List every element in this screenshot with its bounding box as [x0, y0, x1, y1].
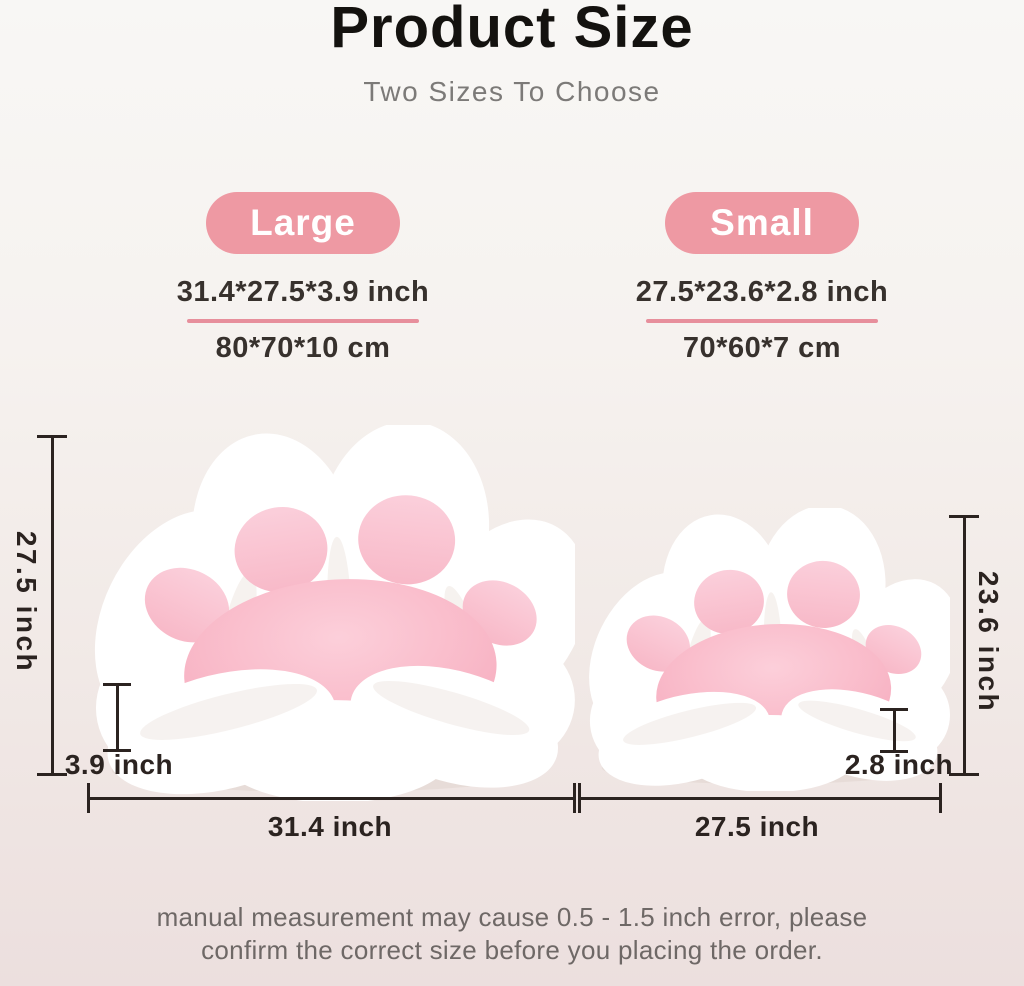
- measurement-note-line2: confirm the correct size before you plac…: [201, 934, 823, 965]
- size-large-inch-dimensions: 31.4*27.5*3.9 inch: [176, 276, 430, 308]
- size-card-large: Large 31.4*27.5*3.9 inch 80*70*10 cm: [143, 192, 463, 365]
- dim-label-large-thickness: 3.9 inch: [64, 749, 174, 780]
- page-subtitle: Two Sizes To Choose: [363, 76, 661, 107]
- page-title: Product Size: [330, 0, 694, 60]
- large-paw-cushion-image: [94, 425, 575, 801]
- size-small-inch-dimensions: 27.5*23.6*2.8 inch: [635, 276, 889, 308]
- dim-line-small-thickness: [880, 708, 908, 753]
- measurement-note-line1: manual measurement may cause 0.5 - 1.5 i…: [156, 902, 868, 932]
- dim-label-large-width: 31.4 inch: [267, 811, 393, 842]
- dim-label-small-thickness: 2.8 inch: [844, 749, 954, 780]
- size-card-small: Small 27.5*23.6*2.8 inch 70*60*7 cm: [602, 192, 922, 365]
- dim-line-small-width: [578, 783, 942, 813]
- dim-line-large-thickness: [103, 683, 131, 752]
- underline-divider-small: [646, 319, 878, 323]
- dim-label-small-width: 27.5 inch: [694, 811, 820, 842]
- underline-divider-large: [187, 319, 419, 323]
- size-small-cm-dimensions: 70*60*7 cm: [682, 332, 842, 364]
- dim-line-large-height: [37, 435, 67, 776]
- size-large-cm-dimensions: 80*70*10 cm: [215, 332, 391, 364]
- dim-line-small-height: [949, 515, 979, 776]
- size-badge-large: Large: [206, 192, 400, 254]
- rim-shading: [140, 680, 530, 740]
- measurement-note: manual measurement may cause 0.5 - 1.5 i…: [0, 901, 1024, 967]
- dim-label-small-height: 23.6 inch: [973, 570, 1004, 714]
- size-badge-small: Small: [665, 192, 859, 254]
- dim-line-large-width: [87, 783, 576, 813]
- dim-label-large-height: 27.5 inch: [11, 530, 42, 674]
